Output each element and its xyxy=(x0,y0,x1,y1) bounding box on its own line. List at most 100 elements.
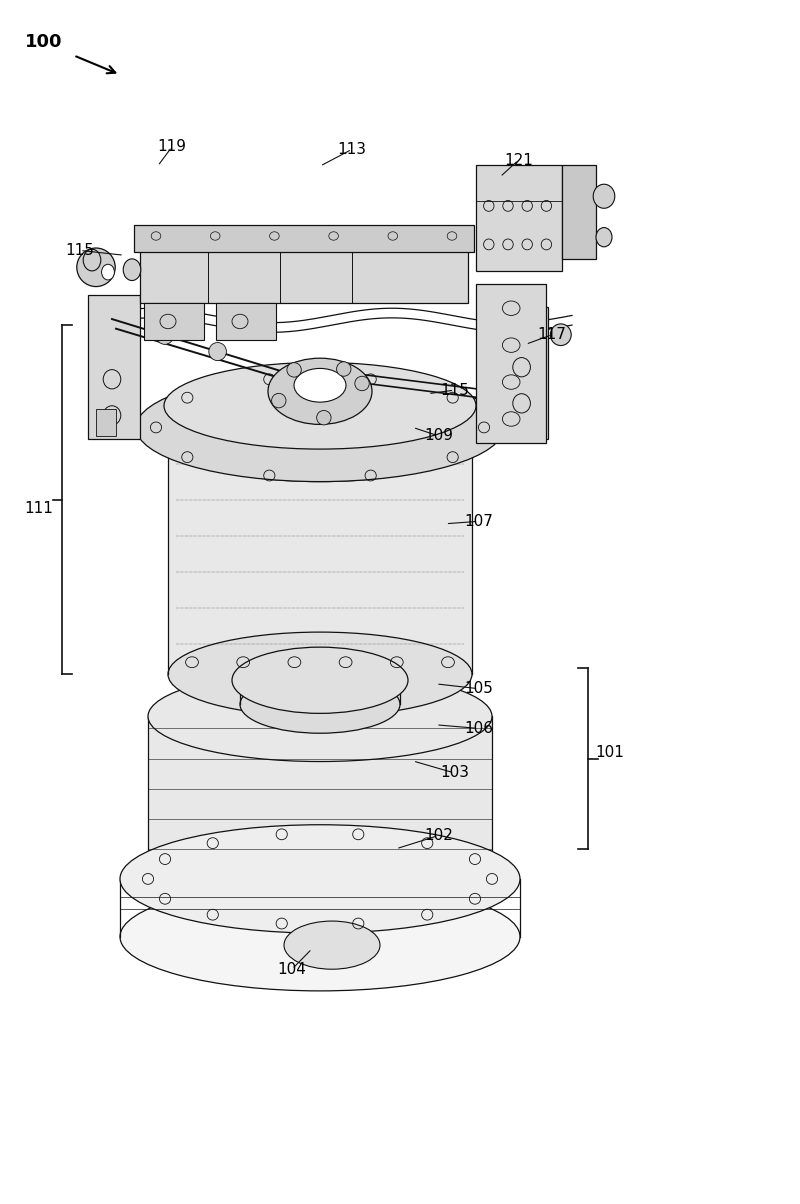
Point xyxy=(548,312,558,326)
Point xyxy=(531,314,541,329)
Bar xyxy=(216,303,276,340)
Text: 107: 107 xyxy=(464,514,493,529)
Point xyxy=(459,637,469,651)
Point xyxy=(111,321,121,336)
Point xyxy=(106,305,116,319)
Point xyxy=(583,661,593,675)
Point xyxy=(171,529,181,543)
Point xyxy=(171,637,181,651)
Point xyxy=(487,842,497,856)
Point xyxy=(487,721,497,736)
Ellipse shape xyxy=(148,672,492,761)
Bar xyxy=(96,409,116,436)
Ellipse shape xyxy=(156,326,174,344)
Point xyxy=(235,673,245,687)
Point xyxy=(515,872,525,886)
Bar xyxy=(168,439,472,674)
Point xyxy=(459,601,469,615)
Point xyxy=(143,751,153,766)
Point xyxy=(548,321,558,336)
Ellipse shape xyxy=(120,825,520,933)
Point xyxy=(275,296,285,311)
Point xyxy=(87,318,97,332)
Point xyxy=(235,697,245,712)
Ellipse shape xyxy=(287,362,302,377)
Text: 101: 101 xyxy=(595,745,624,760)
Point xyxy=(143,842,153,856)
Point xyxy=(467,667,477,681)
Point xyxy=(107,312,117,326)
Ellipse shape xyxy=(120,883,520,991)
Point xyxy=(143,781,153,796)
Point xyxy=(283,366,293,380)
Point xyxy=(67,667,77,681)
Point xyxy=(58,667,67,681)
Bar xyxy=(88,295,140,439)
Ellipse shape xyxy=(594,184,614,208)
Point xyxy=(515,902,525,916)
Point xyxy=(147,301,157,315)
Point xyxy=(143,721,153,736)
Line: 2 pts: 2 pts xyxy=(352,382,496,400)
Text: 117: 117 xyxy=(538,327,566,342)
Ellipse shape xyxy=(317,411,331,425)
Point xyxy=(203,296,213,311)
Ellipse shape xyxy=(240,675,400,733)
Point xyxy=(115,890,125,904)
Point xyxy=(583,842,593,856)
Point xyxy=(459,492,469,507)
Point xyxy=(347,238,357,253)
Point xyxy=(143,811,153,826)
Text: 121: 121 xyxy=(504,153,533,167)
Point xyxy=(459,456,469,471)
Point xyxy=(171,601,181,615)
Ellipse shape xyxy=(102,264,114,279)
Point xyxy=(593,751,602,766)
Point xyxy=(163,667,173,681)
Point xyxy=(58,667,67,681)
Ellipse shape xyxy=(271,394,286,408)
Point xyxy=(531,324,541,338)
Point xyxy=(275,238,285,253)
Line: 2 pts: 2 pts xyxy=(352,373,496,391)
Text: 115: 115 xyxy=(440,383,469,397)
Point xyxy=(171,492,181,507)
Ellipse shape xyxy=(209,342,226,361)
Text: 103: 103 xyxy=(440,766,469,780)
Ellipse shape xyxy=(164,362,476,449)
Ellipse shape xyxy=(168,632,472,716)
Point xyxy=(347,366,357,380)
Point xyxy=(87,308,97,323)
Point xyxy=(567,318,577,332)
Bar xyxy=(140,246,468,303)
Point xyxy=(115,902,125,916)
Point xyxy=(116,303,126,318)
Text: 105: 105 xyxy=(464,681,493,696)
Point xyxy=(507,325,517,340)
Point xyxy=(67,318,77,332)
Ellipse shape xyxy=(355,376,370,390)
Ellipse shape xyxy=(596,228,612,247)
Point xyxy=(558,194,567,208)
Point xyxy=(287,374,297,389)
Point xyxy=(115,872,125,886)
Line: 2 pts: 2 pts xyxy=(116,329,292,382)
Point xyxy=(58,318,67,332)
Point xyxy=(467,432,477,447)
Point xyxy=(487,781,497,796)
Point xyxy=(179,313,189,327)
Point xyxy=(395,673,405,687)
Ellipse shape xyxy=(550,324,571,346)
Point xyxy=(459,529,469,543)
Bar xyxy=(148,716,492,879)
Point xyxy=(515,929,525,944)
Point xyxy=(491,393,501,407)
Text: 113: 113 xyxy=(338,142,366,157)
Point xyxy=(58,318,67,332)
Point xyxy=(583,842,593,856)
Text: 109: 109 xyxy=(424,429,453,443)
Point xyxy=(574,842,583,856)
Point xyxy=(574,661,583,675)
Point xyxy=(583,751,593,766)
Point xyxy=(116,313,126,327)
